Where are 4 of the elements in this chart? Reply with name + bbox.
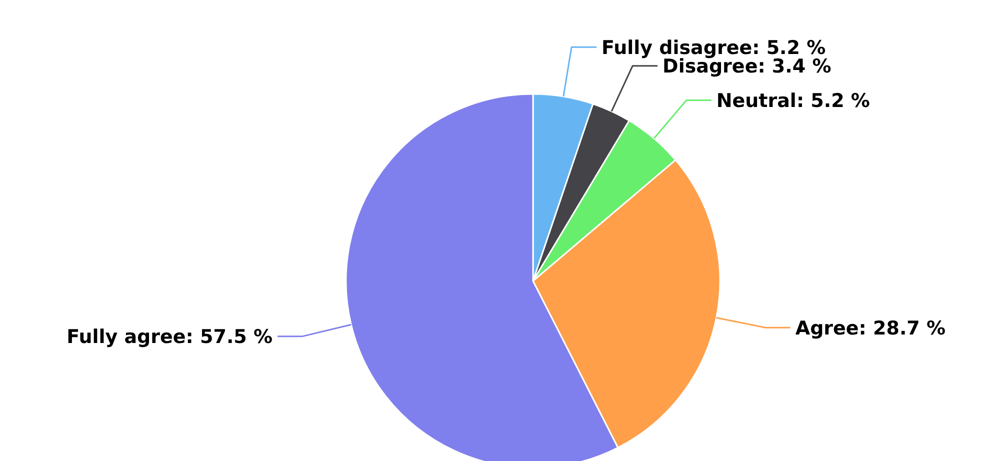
slice-label: Fully disagree: 5.2 % — [602, 36, 826, 59]
slice-label: Neutral: 5.2 % — [716, 90, 870, 112]
slice-label: Fully agree: 57.5 % — [66, 326, 273, 348]
slice-label: Agree: 28.7 % — [795, 317, 946, 340]
